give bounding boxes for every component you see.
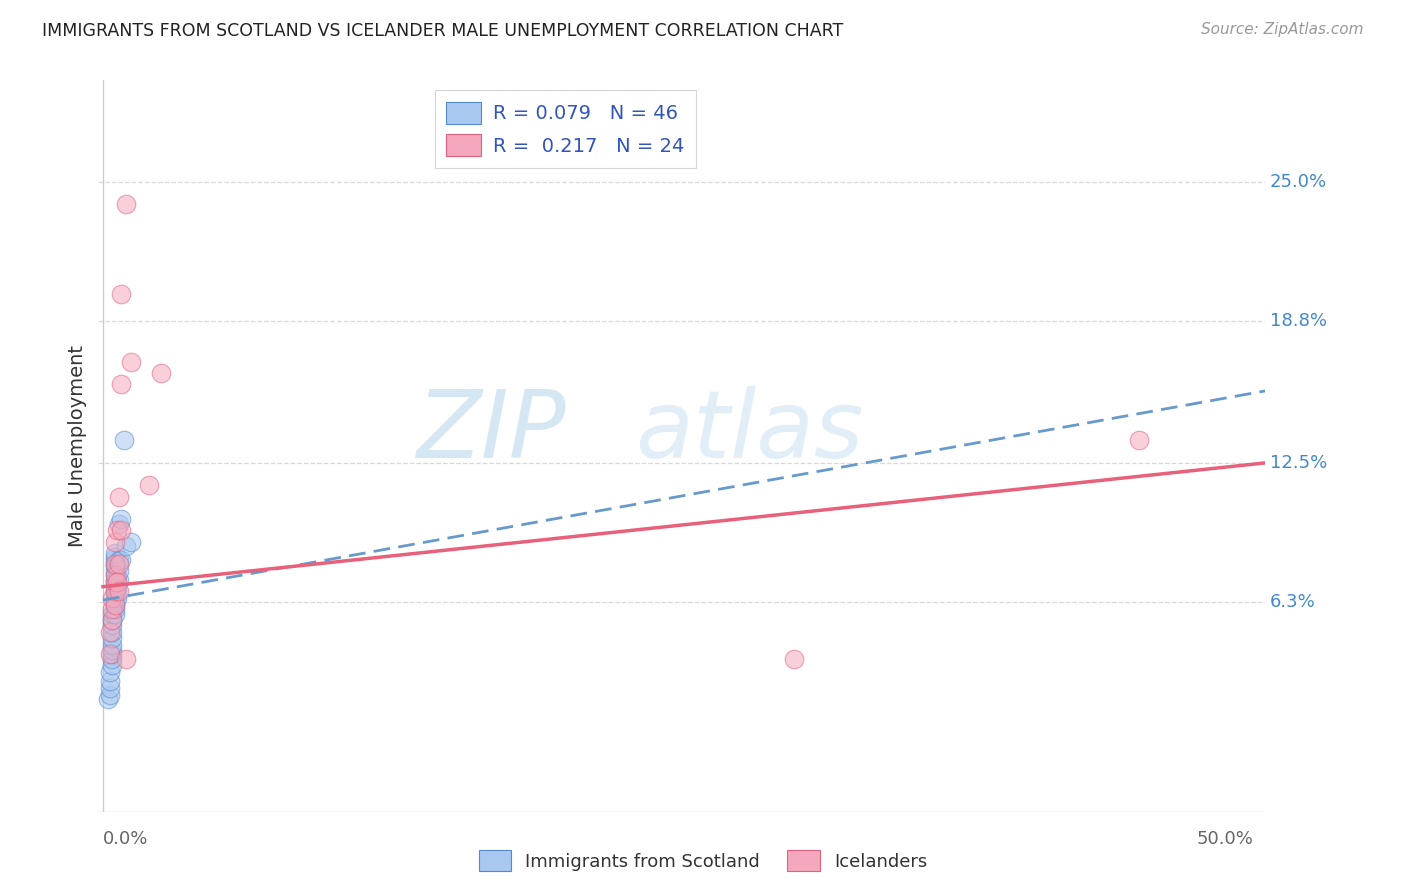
Point (103, 550, 125, 565)
Point (103, 552, 125, 566)
Point (120, 354, 142, 368)
Point (101, 614, 124, 628)
Point (101, 651, 124, 665)
Text: 12.5%: 12.5% (1270, 454, 1327, 472)
Point (115, 197, 138, 211)
Point (101, 632, 124, 646)
Point (103, 559, 125, 574)
Point (103, 602, 125, 616)
Point (98, 688, 121, 702)
Point (108, 584, 131, 599)
Point (103, 595, 125, 609)
Point (103, 546, 125, 560)
Point (120, 534, 142, 549)
Point (97, 692, 120, 706)
Text: 25.0%: 25.0% (1270, 172, 1327, 191)
Point (108, 564, 131, 578)
Point (108, 490, 131, 504)
Point (101, 642, 124, 657)
Point (101, 618, 124, 632)
Point (108, 516, 131, 531)
Point (103, 557, 125, 571)
Point (112, 434, 135, 448)
Text: 50.0%: 50.0% (1197, 830, 1254, 847)
Point (101, 591, 124, 605)
Point (149, 366, 172, 380)
Point (105, 575, 128, 590)
Point (98, 681, 121, 695)
Point (115, 539, 138, 553)
Text: IMMIGRANTS FROM SCOTLAND VS ICELANDER MALE UNEMPLOYMENT CORRELATION CHART: IMMIGRANTS FROM SCOTLAND VS ICELANDER MA… (42, 22, 844, 40)
Point (105, 575, 128, 590)
Text: atlas: atlas (636, 386, 863, 477)
Point (105, 568, 128, 582)
Point (108, 552, 131, 566)
Point (103, 568, 125, 582)
Point (103, 607, 125, 621)
Point (138, 478, 160, 492)
Point (101, 647, 124, 661)
Point (108, 557, 131, 571)
Point (103, 584, 125, 599)
Point (110, 552, 132, 566)
Point (98, 674, 121, 689)
Text: Source: ZipAtlas.com: Source: ZipAtlas.com (1201, 22, 1364, 37)
Point (101, 624, 124, 639)
Point (105, 524, 128, 538)
Point (101, 658, 124, 673)
Point (103, 598, 125, 612)
Point (103, 573, 125, 587)
Point (782, 651, 804, 665)
Y-axis label: Male Unemployment: Male Unemployment (69, 345, 87, 547)
Point (103, 591, 125, 605)
Point (103, 534, 125, 549)
Point (110, 287, 132, 301)
Point (108, 573, 131, 587)
Point (101, 638, 124, 652)
Point (103, 557, 125, 571)
Point (115, 651, 138, 665)
Point (1128, 434, 1150, 448)
Legend: R = 0.079   N = 46, R =  0.217   N = 24: R = 0.079 N = 46, R = 0.217 N = 24 (434, 90, 696, 168)
Point (103, 568, 125, 582)
Point (101, 614, 124, 628)
Point (103, 564, 125, 578)
Point (110, 512, 132, 526)
Point (103, 575, 125, 590)
Point (101, 602, 124, 616)
Point (103, 580, 125, 594)
Point (110, 377, 132, 392)
Text: 0.0%: 0.0% (103, 830, 149, 847)
Point (110, 524, 132, 538)
Point (103, 575, 125, 590)
Text: 18.8%: 18.8% (1270, 312, 1327, 330)
Point (98, 647, 121, 661)
Point (98, 665, 121, 680)
Legend: Immigrants from Scotland, Icelanders: Immigrants from Scotland, Icelanders (471, 843, 935, 879)
Point (103, 586, 125, 600)
Text: ZIP: ZIP (416, 386, 565, 477)
Point (103, 598, 125, 612)
Point (103, 584, 125, 599)
Point (105, 591, 128, 605)
Text: 6.3%: 6.3% (1270, 593, 1316, 611)
Point (101, 607, 124, 621)
Point (98, 624, 121, 639)
Point (105, 580, 128, 594)
Point (105, 584, 128, 599)
